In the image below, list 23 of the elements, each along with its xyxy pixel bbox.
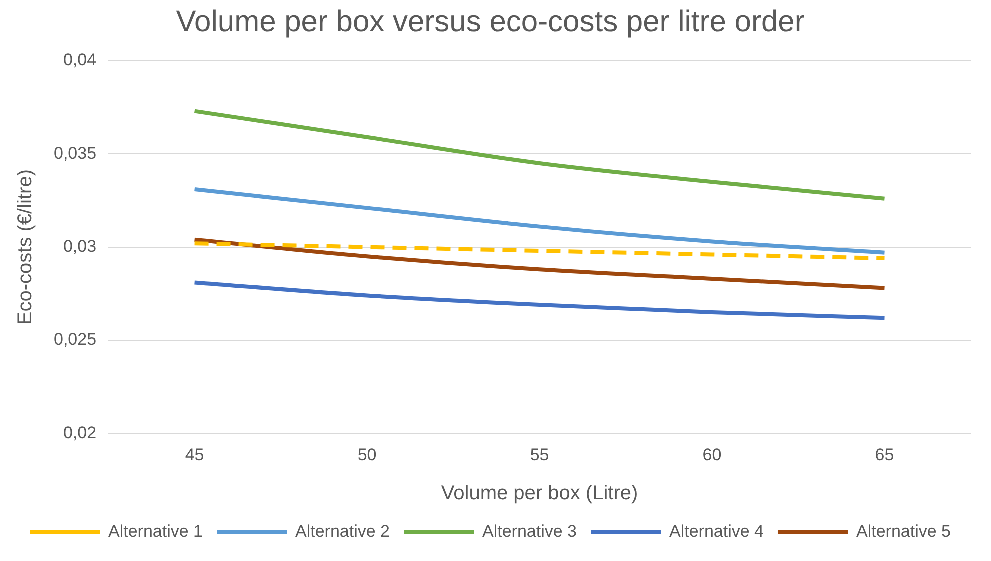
line-series [192,242,887,260]
x-tick-label: 55 [530,445,550,464]
x-tick-label: 65 [875,445,894,464]
x-tick-label: 50 [358,445,377,464]
y-tick-label: 0,02 [63,423,97,442]
legend-label: Alternative 4 [670,522,764,542]
legend-label: Alternative 3 [482,522,577,542]
legend-label: Alternative 5 [856,522,951,542]
line-series [192,280,887,320]
y-tick-label: 0,04 [63,50,97,70]
chart-title: Volume per box versus eco-costs per litre order [176,5,805,38]
x-axis-title: Volume per box (Litre) [441,482,638,505]
line-series [192,238,887,290]
line-series [192,188,887,255]
x-tick-label: 45 [185,445,204,464]
legend-label: Alternative 2 [296,522,390,542]
y-tick-label: 0,03 [63,236,97,256]
y-tick-label: 0,025 [54,330,97,350]
legend-label: Alternative 1 [108,522,204,542]
y-tick-label: 0,035 [54,144,97,163]
x-tick-label: 60 [702,445,722,464]
y-axis-title: Eco-costs (€/litre) [14,170,37,326]
line-series [192,109,887,201]
